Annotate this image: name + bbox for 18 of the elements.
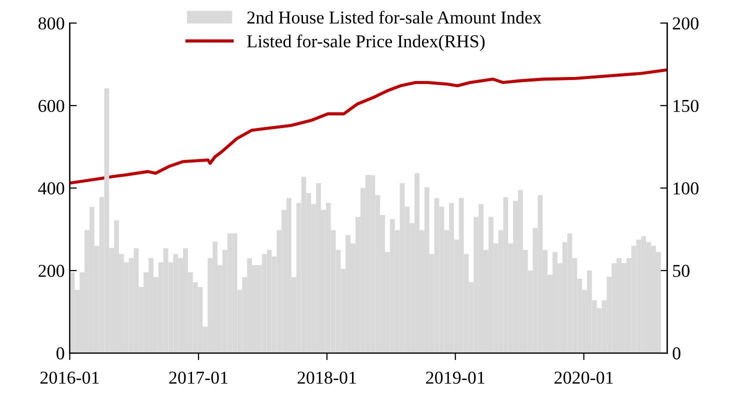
y-tick-label: 800: [38, 17, 64, 30]
line-series: [70, 68, 667, 185]
x-tick-label: 2020-01: [554, 372, 613, 384]
y-tick-label: 200: [38, 264, 64, 277]
y2-tick-label: 200: [672, 17, 698, 30]
y-tick-label: 0: [56, 347, 64, 360]
legend-label: 2nd House Listed for-sale Amount Index: [247, 10, 542, 24]
y2-tick-label: 150: [674, 100, 698, 112]
y2-tick-label: 100: [674, 182, 698, 194]
x-tick-label: 2019-01: [426, 372, 484, 384]
y-tick-label: 400: [38, 182, 64, 194]
x-tick-label: 2018-01: [298, 372, 356, 384]
x-tick-label: 2017-01: [169, 372, 228, 384]
legend-label: Listed for-sale Price Index(RHS): [247, 34, 485, 52]
y2-tick-label: 50: [673, 264, 690, 277]
y2-tick-label: 0: [672, 347, 680, 360]
x-tick-label: 2016-01: [40, 372, 99, 384]
y-tick-label: 600: [38, 100, 64, 112]
